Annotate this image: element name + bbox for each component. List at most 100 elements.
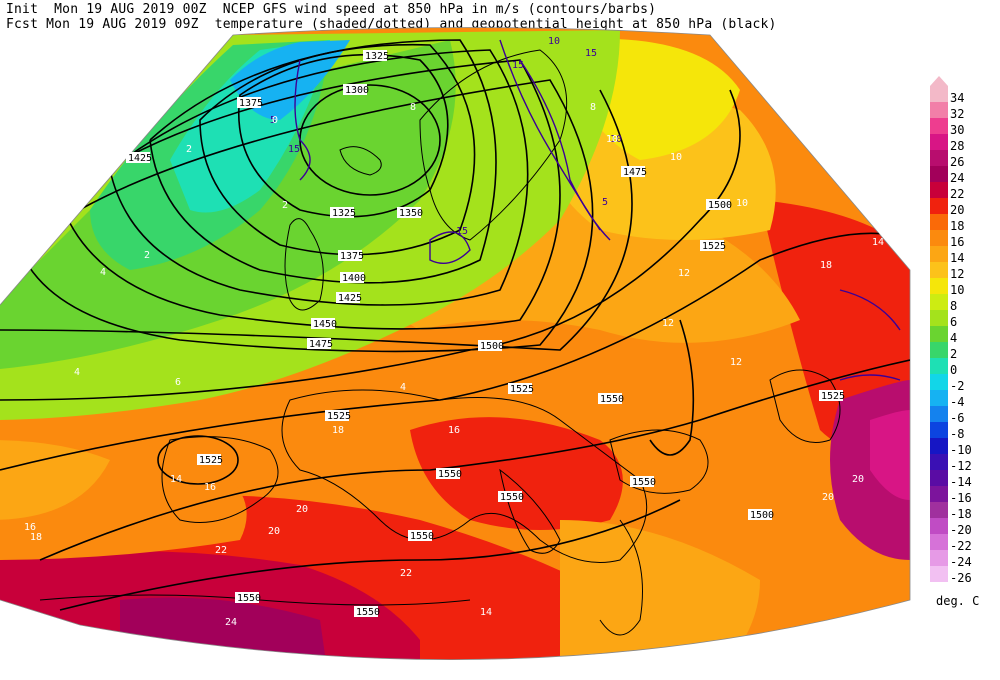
legend-swatch bbox=[930, 102, 948, 118]
temp-label: 4 bbox=[400, 382, 406, 393]
contour-label: 1500 bbox=[750, 510, 774, 521]
temperature-shading bbox=[0, 27, 910, 660]
legend-entry: 16 bbox=[928, 230, 1000, 249]
contour-label: 1300 bbox=[345, 85, 369, 96]
legend-entry: 2 bbox=[928, 342, 1000, 361]
legend-entry: -14 bbox=[928, 470, 1000, 488]
legend-label: 28 bbox=[950, 139, 965, 153]
contour-label: 1475 bbox=[309, 339, 333, 350]
temp-label: 14 bbox=[170, 474, 182, 485]
legend-swatch bbox=[930, 406, 948, 422]
legend-entry: 32 bbox=[928, 102, 1000, 121]
contour-label: 1325 bbox=[332, 208, 356, 219]
legend-swatch bbox=[930, 358, 948, 374]
contour-label: 1425 bbox=[338, 293, 362, 304]
temp-label: 22 bbox=[215, 545, 227, 556]
height-contours bbox=[0, 39, 910, 611]
legend-label: -20 bbox=[950, 523, 972, 537]
legend-label: 32 bbox=[950, 107, 965, 121]
contour-label: 1375 bbox=[239, 98, 263, 109]
contour-1450 bbox=[19, 79, 594, 353]
legend-entry: 18 bbox=[928, 214, 1000, 233]
temp-label: 16 bbox=[448, 425, 460, 436]
temp-label: 2 bbox=[282, 200, 288, 211]
legend-entry: 8 bbox=[928, 294, 1000, 312]
temp-label: 18 bbox=[30, 532, 42, 543]
legend-swatch bbox=[930, 470, 948, 486]
legend-label: 4 bbox=[950, 331, 958, 345]
contour-1525-iberia bbox=[157, 435, 239, 485]
legend-label: 16 bbox=[950, 235, 965, 249]
legend-label: -6 bbox=[950, 411, 965, 425]
temp-label: 10 bbox=[670, 152, 682, 163]
legend-swatch bbox=[930, 198, 948, 214]
wind-label: 15 bbox=[512, 60, 524, 71]
legend-label: 18 bbox=[950, 219, 965, 233]
temp-label: 0 bbox=[272, 115, 278, 126]
contour-label: 1400 bbox=[342, 273, 366, 284]
temp-band-28-east bbox=[870, 410, 910, 500]
legend-swatch bbox=[930, 422, 948, 438]
wind-label: 10 bbox=[610, 134, 622, 145]
wind-contour-15-west bbox=[294, 59, 311, 181]
contour-label: 1525 bbox=[821, 391, 845, 402]
contour-label: 1550 bbox=[438, 469, 462, 480]
legend-entry: -18 bbox=[928, 502, 1000, 520]
temp-label: 14 bbox=[480, 607, 492, 618]
temp-label: 18 bbox=[332, 425, 344, 436]
legend-swatch bbox=[930, 454, 948, 470]
temp-label: 20 bbox=[296, 504, 308, 515]
legend-entry: 26 bbox=[928, 150, 1000, 168]
legend-label: 20 bbox=[950, 203, 965, 217]
legend-swatch bbox=[930, 118, 948, 134]
contour-label: 1425 bbox=[128, 153, 152, 164]
wind-label: 5 bbox=[602, 197, 608, 208]
legend-label: 2 bbox=[950, 347, 958, 361]
temp-label: 8 bbox=[590, 102, 596, 113]
temp-label: 20 bbox=[852, 474, 864, 485]
wind-contours bbox=[294, 39, 901, 381]
legend-label: -24 bbox=[950, 555, 972, 569]
contour-1550 bbox=[39, 359, 910, 561]
legend-label: -22 bbox=[950, 539, 972, 553]
legend-label: 34 bbox=[950, 91, 965, 105]
temp-label: 6 bbox=[175, 377, 181, 388]
temp-label: 16 bbox=[24, 522, 36, 533]
legend-label: -4 bbox=[950, 395, 965, 409]
legend-label: 14 bbox=[950, 251, 965, 265]
temp-band-20-east bbox=[760, 200, 910, 448]
legend-swatch bbox=[930, 150, 948, 166]
temp-label: 14 bbox=[872, 237, 884, 248]
legend-swatch bbox=[930, 502, 948, 518]
legend-entry: 14 bbox=[928, 246, 1000, 265]
legend-entry: -4 bbox=[928, 390, 1000, 409]
legend-swatch bbox=[930, 486, 948, 502]
legend-entry: 24 bbox=[928, 166, 1000, 184]
legend-swatch bbox=[930, 278, 948, 294]
domain-border bbox=[0, 27, 911, 660]
caspian-sea bbox=[769, 369, 841, 443]
legend-entry: 28 bbox=[928, 134, 1000, 153]
temp-label: 12 bbox=[678, 268, 690, 279]
height-contour-labels: 1325 1375 1300 1425 1325 1350 1375 1400 … bbox=[126, 50, 845, 618]
legend-swatch bbox=[930, 390, 948, 406]
temp-band-14-west bbox=[0, 440, 110, 520]
contour-label: 1475 bbox=[623, 167, 647, 178]
legend-entry: -12 bbox=[928, 454, 1000, 472]
legend-entry: 4 bbox=[928, 326, 1000, 345]
contour-label: 1325 bbox=[365, 51, 389, 62]
temp-band-20-central bbox=[410, 417, 623, 530]
temp-label: 12 bbox=[662, 318, 674, 329]
legend-entry: 34 bbox=[928, 86, 1000, 105]
legend-entry: -8 bbox=[928, 422, 1000, 440]
legend-entry: -6 bbox=[928, 406, 1000, 425]
red-sea-coast bbox=[599, 519, 643, 636]
legend-entry: 0 bbox=[928, 358, 1000, 376]
contour-label: 1550 bbox=[600, 394, 624, 405]
legend-swatch bbox=[930, 214, 948, 230]
temp-label: 20 bbox=[268, 526, 280, 537]
contour-1500 bbox=[0, 89, 741, 401]
wind-label: 10 bbox=[548, 36, 560, 47]
temp-label: 18 bbox=[820, 260, 832, 271]
iberia bbox=[161, 436, 279, 523]
